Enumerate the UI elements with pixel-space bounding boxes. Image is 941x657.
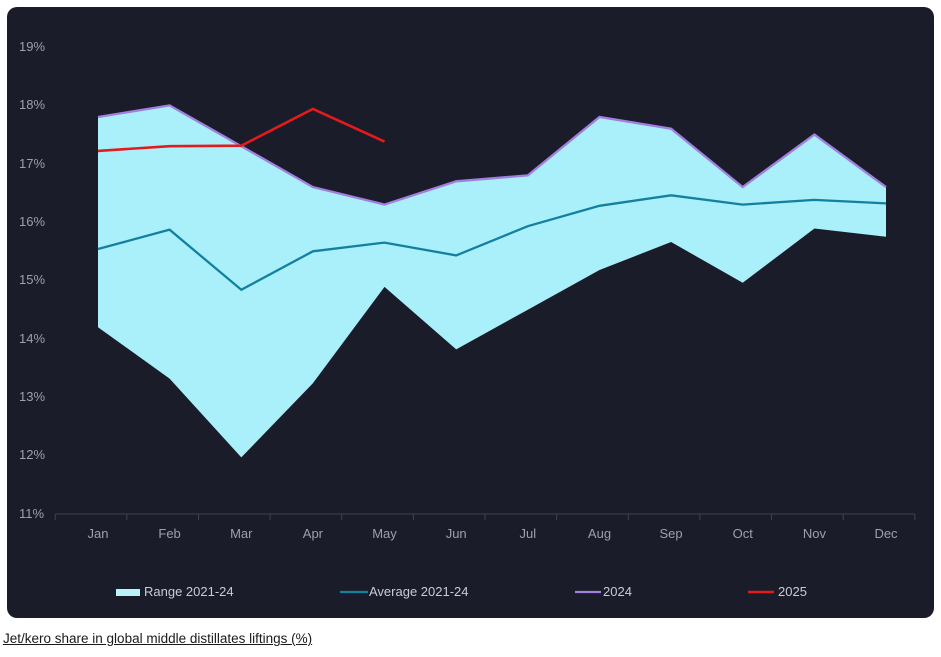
svg-text:Feb: Feb: [158, 526, 180, 541]
svg-text:14%: 14%: [19, 331, 45, 346]
svg-text:Oct: Oct: [733, 526, 754, 541]
svg-text:Jul: Jul: [519, 526, 536, 541]
svg-text:Aug: Aug: [588, 526, 611, 541]
svg-text:11%: 11%: [19, 506, 44, 521]
svg-text:17%: 17%: [19, 156, 45, 171]
svg-text:12%: 12%: [19, 447, 45, 462]
svg-text:19%: 19%: [19, 39, 45, 54]
svg-text:Dec: Dec: [874, 526, 898, 541]
svg-text:2024: 2024: [603, 584, 632, 599]
svg-text:Mar: Mar: [230, 526, 253, 541]
svg-text:Range 2021-24: Range 2021-24: [144, 584, 234, 599]
svg-text:Apr: Apr: [303, 526, 324, 541]
svg-text:13%: 13%: [19, 389, 45, 404]
svg-text:15%: 15%: [19, 272, 45, 287]
svg-text:2025: 2025: [778, 584, 807, 599]
svg-text:Sep: Sep: [660, 526, 683, 541]
svg-text:May: May: [372, 526, 397, 541]
svg-text:Jan: Jan: [88, 526, 109, 541]
svg-text:16%: 16%: [19, 214, 45, 229]
svg-text:Nov: Nov: [803, 526, 827, 541]
svg-text:Jun: Jun: [446, 526, 467, 541]
svg-text:Average 2021-24: Average 2021-24: [369, 584, 469, 599]
svg-text:18%: 18%: [19, 97, 45, 112]
